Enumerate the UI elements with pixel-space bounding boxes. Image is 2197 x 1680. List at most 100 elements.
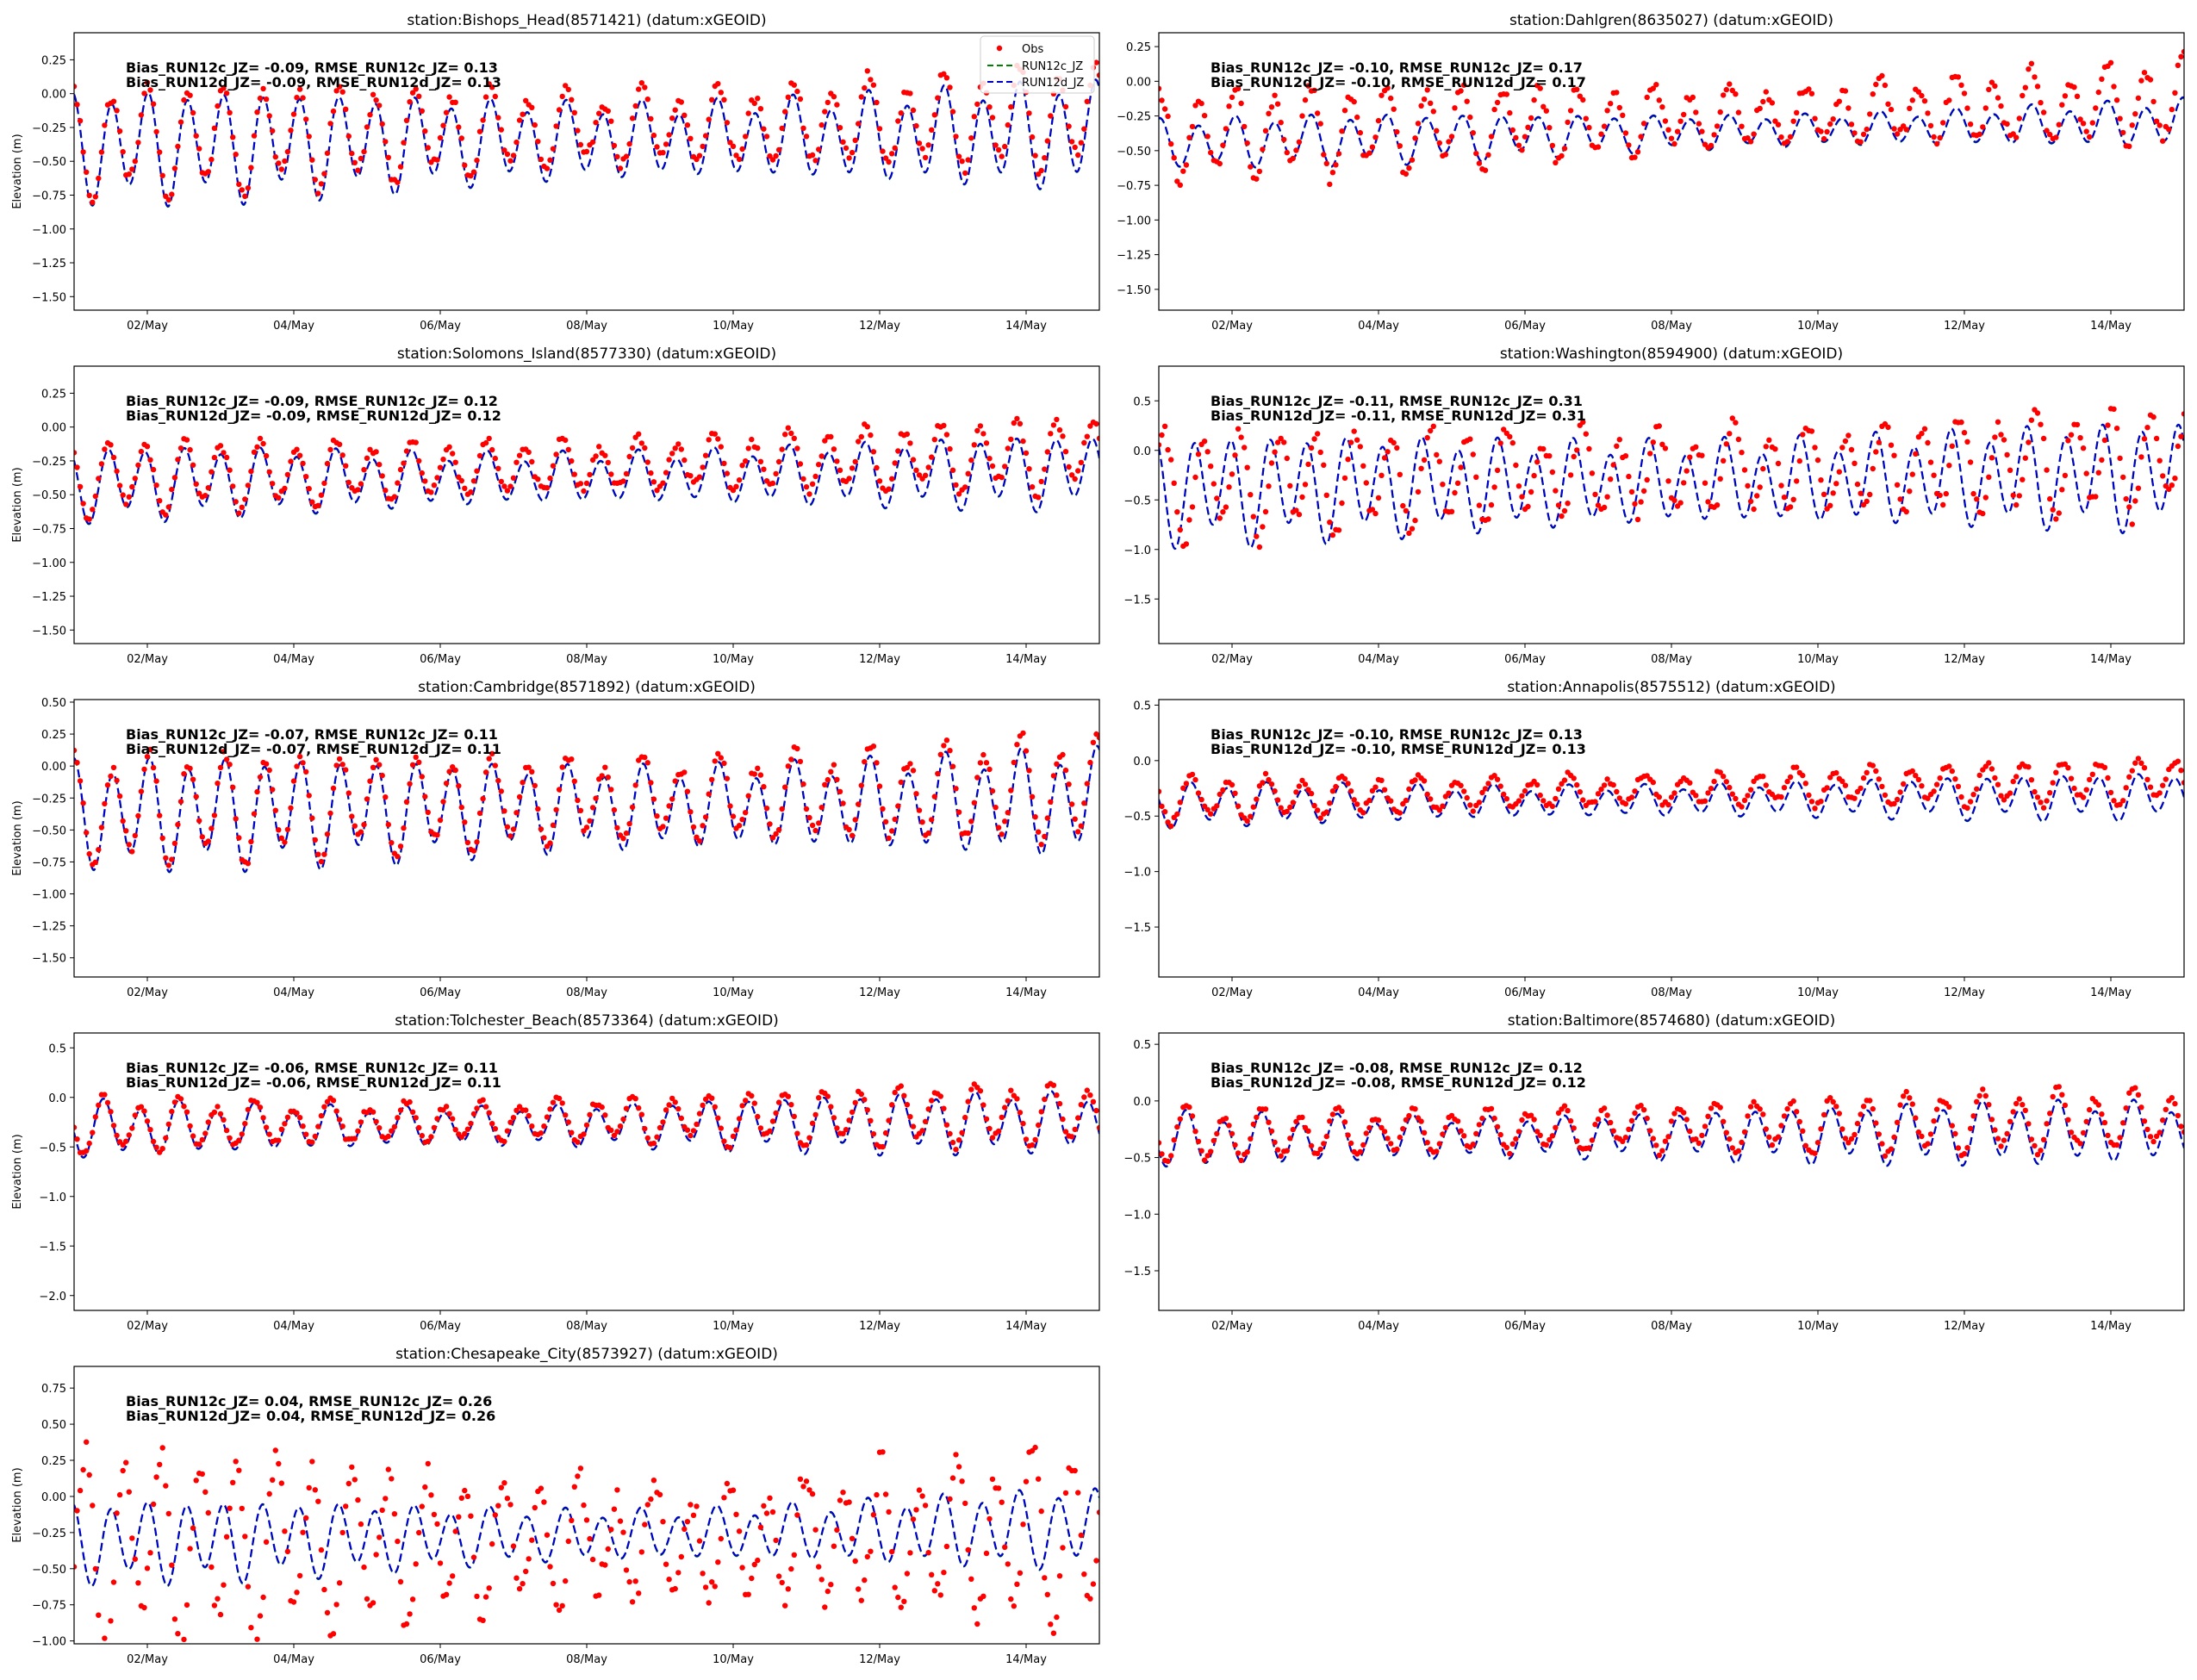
obs-point (929, 1098, 935, 1104)
obs-point (955, 809, 962, 815)
series-line-run12d (74, 744, 1099, 874)
obs-point (825, 1093, 831, 1099)
obs-point (422, 478, 428, 484)
obs-point (434, 1521, 440, 1528)
obs-point (395, 1115, 401, 1121)
obs-point (769, 1509, 776, 1515)
obs-point (489, 446, 495, 453)
obs-point (270, 787, 276, 793)
obs-point (2010, 1109, 2016, 1115)
obs-point (1729, 1145, 1736, 1151)
subplot-title: station:Tolchester_Beach(8573364) (datum… (395, 1012, 779, 1030)
obs-point (2059, 1092, 2065, 1098)
obs-point (739, 1565, 745, 1571)
obs-point (507, 1119, 513, 1125)
obs-point (892, 460, 898, 466)
y-tick-label: −0.25 (1117, 111, 1151, 124)
obs-point (1812, 445, 1818, 451)
obs-point (1208, 811, 1214, 817)
y-tick-label: 0.75 (41, 1383, 66, 1396)
obs-point (1038, 1109, 1044, 1115)
obs-point (1421, 457, 1428, 464)
obs-point (187, 1546, 193, 1552)
obs-point (254, 788, 260, 795)
y-tick-label: −0.75 (1117, 180, 1151, 193)
obs-point (422, 128, 428, 134)
obs-point (236, 1467, 242, 1473)
obs-point (1989, 1117, 1995, 1123)
obs-point (971, 1605, 978, 1611)
obs-point (1665, 127, 1671, 133)
obs-point (2181, 411, 2184, 417)
obs-point (1820, 135, 1827, 142)
obs-point (413, 1115, 419, 1121)
obs-point (773, 831, 779, 837)
obs-point (1567, 1117, 1574, 1124)
obs-point (629, 1599, 636, 1605)
obs-point (1677, 779, 1684, 785)
obs-point (614, 1129, 620, 1135)
obs-point (1354, 801, 1360, 807)
obs-point (379, 1507, 385, 1514)
obs-point (743, 810, 749, 816)
obs-point (2117, 801, 2123, 807)
obs-point (910, 768, 917, 774)
obs-point (1717, 109, 1723, 115)
obs-point (1339, 500, 1345, 507)
obs-point (794, 445, 800, 451)
obs-point (779, 806, 785, 812)
obs-point (1244, 818, 1250, 824)
obs-point (1036, 171, 1042, 177)
obs-point (284, 826, 291, 832)
obs-point (1434, 1148, 1440, 1154)
obs-point (1668, 1118, 1675, 1124)
obs-point (632, 1096, 638, 1102)
obs-point (941, 71, 947, 78)
obs-point (2016, 1096, 2022, 1102)
obs-point (962, 1114, 968, 1121)
obs-point (1159, 803, 1165, 810)
obs-point (901, 1598, 907, 1605)
obs-point (1363, 480, 1370, 486)
obs-point (84, 830, 90, 836)
obs-point (828, 1104, 834, 1110)
obs-point (135, 1580, 141, 1586)
obs-point (614, 1487, 620, 1493)
obs-point (257, 95, 264, 102)
obs-point (1421, 1129, 1428, 1136)
obs-point (1812, 806, 1818, 812)
obs-point (1961, 430, 1968, 436)
obs-point (874, 760, 880, 766)
obs-point (2160, 1117, 2166, 1123)
obs-point (718, 90, 724, 96)
obs-point (284, 1114, 291, 1121)
obs-point (1891, 1134, 1897, 1141)
obs-point (80, 501, 86, 507)
obs-point (1879, 72, 1885, 79)
obs-point (1842, 88, 1849, 94)
obs-point (916, 472, 923, 478)
obs-point (2095, 1102, 2101, 1108)
obs-point (953, 1147, 959, 1153)
obs-point (965, 830, 971, 837)
obs-point (1553, 488, 1559, 494)
obs-point (1531, 1117, 1537, 1123)
obs-point (1830, 116, 1836, 122)
obs-point (843, 1127, 850, 1133)
obs-point (709, 1095, 715, 1101)
obs-point (150, 1138, 157, 1145)
obs-point (1873, 1120, 1879, 1126)
obs-point (1406, 530, 1412, 537)
obs-point (108, 1618, 114, 1624)
obs-point (1854, 1120, 1861, 1127)
obs-point (672, 778, 678, 784)
obs-point (2105, 775, 2111, 781)
obs-point (208, 469, 215, 475)
obs-point (74, 1508, 80, 1514)
obs-point (1888, 442, 1895, 448)
obs-point (2132, 760, 2138, 766)
obs-point (895, 448, 901, 454)
obs-point (605, 775, 611, 781)
obs-point (1017, 420, 1024, 426)
obs-point (175, 457, 181, 463)
